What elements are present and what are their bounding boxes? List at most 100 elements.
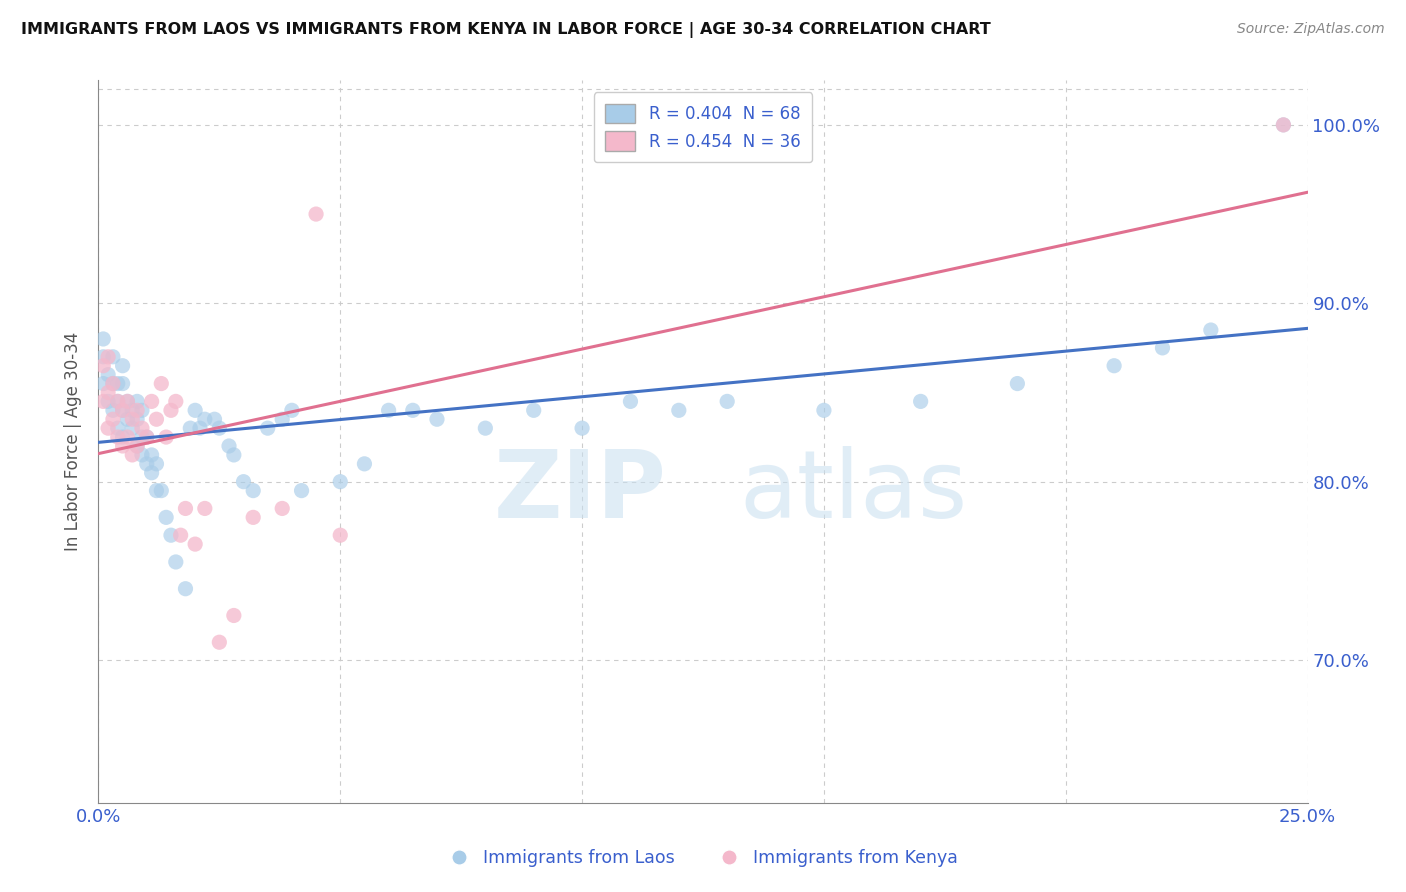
- Point: [145, 412, 167, 426]
- Point: [135, 430, 157, 444]
- Point: [101, 376, 124, 391]
- Point: [145, 457, 167, 471]
- Point: [242, 510, 264, 524]
- Point: [353, 457, 375, 471]
- Point: [242, 483, 264, 498]
- Point: [91, 376, 114, 391]
- Point: [329, 528, 352, 542]
- Point: [121, 448, 143, 462]
- Point: [121, 403, 143, 417]
- Point: [141, 448, 163, 462]
- Point: [426, 412, 449, 426]
- Point: [155, 510, 177, 524]
- Point: [668, 403, 690, 417]
- Point: [281, 403, 304, 417]
- Point: [107, 394, 129, 409]
- Point: [222, 608, 245, 623]
- Point: [184, 403, 207, 417]
- Point: [204, 412, 226, 426]
- Point: [218, 439, 240, 453]
- Point: [117, 394, 139, 409]
- Point: [165, 394, 187, 409]
- Point: [131, 421, 153, 435]
- Point: [232, 475, 254, 489]
- Point: [155, 430, 177, 444]
- Point: [256, 421, 278, 435]
- Legend: Immigrants from Laos, Immigrants from Kenya: Immigrants from Laos, Immigrants from Ke…: [441, 843, 965, 874]
- Point: [117, 412, 139, 426]
- Point: [271, 501, 294, 516]
- Point: [107, 430, 129, 444]
- Point: [107, 394, 129, 409]
- Point: [97, 368, 120, 382]
- Point: [127, 403, 149, 417]
- Point: [377, 403, 399, 417]
- Point: [174, 501, 197, 516]
- Point: [97, 350, 120, 364]
- Point: [97, 421, 120, 435]
- Point: [1199, 323, 1222, 337]
- Point: [91, 350, 114, 364]
- Point: [716, 394, 738, 409]
- Text: ZIP: ZIP: [494, 446, 666, 538]
- Point: [127, 394, 149, 409]
- Point: [121, 412, 143, 426]
- Point: [474, 421, 496, 435]
- Point: [97, 394, 120, 409]
- Text: atlas: atlas: [740, 446, 967, 538]
- Point: [1007, 376, 1029, 391]
- Text: IMMIGRANTS FROM LAOS VS IMMIGRANTS FROM KENYA IN LABOR FORCE | AGE 30-34 CORRELA: IMMIGRANTS FROM LAOS VS IMMIGRANTS FROM …: [21, 22, 991, 38]
- Point: [91, 332, 114, 346]
- Point: [619, 394, 641, 409]
- Point: [141, 466, 163, 480]
- Point: [131, 403, 153, 417]
- Point: [111, 439, 134, 453]
- Point: [111, 430, 134, 444]
- Point: [111, 376, 134, 391]
- Point: [150, 483, 173, 498]
- Point: [184, 537, 207, 551]
- Point: [131, 430, 153, 444]
- Point: [160, 403, 183, 417]
- Point: [1272, 118, 1295, 132]
- Point: [194, 501, 217, 516]
- Point: [121, 421, 143, 435]
- Point: [127, 439, 149, 453]
- Point: [107, 376, 129, 391]
- Point: [150, 376, 173, 391]
- Point: [117, 394, 139, 409]
- Point: [160, 528, 183, 542]
- Point: [127, 412, 149, 426]
- Point: [174, 582, 197, 596]
- Point: [402, 403, 425, 417]
- Point: [117, 430, 139, 444]
- Point: [523, 403, 546, 417]
- Point: [135, 457, 157, 471]
- Point: [188, 421, 211, 435]
- Y-axis label: In Labor Force | Age 30-34: In Labor Force | Age 30-34: [65, 332, 83, 551]
- Point: [145, 483, 167, 498]
- Point: [97, 385, 120, 400]
- Point: [107, 421, 129, 435]
- Point: [127, 439, 149, 453]
- Point: [141, 394, 163, 409]
- Point: [111, 359, 134, 373]
- Point: [208, 421, 231, 435]
- Point: [208, 635, 231, 649]
- Point: [101, 376, 124, 391]
- Point: [91, 359, 114, 373]
- Point: [111, 403, 134, 417]
- Point: [329, 475, 352, 489]
- Point: [910, 394, 932, 409]
- Point: [1102, 359, 1125, 373]
- Point: [1152, 341, 1174, 355]
- Text: Source: ZipAtlas.com: Source: ZipAtlas.com: [1237, 22, 1385, 37]
- Legend: R = 0.404  N = 68, R = 0.454  N = 36: R = 0.404 N = 68, R = 0.454 N = 36: [593, 92, 813, 162]
- Point: [222, 448, 245, 462]
- Point: [101, 350, 124, 364]
- Point: [101, 412, 124, 426]
- Point: [165, 555, 187, 569]
- Point: [305, 207, 328, 221]
- Point: [194, 412, 217, 426]
- Point: [101, 403, 124, 417]
